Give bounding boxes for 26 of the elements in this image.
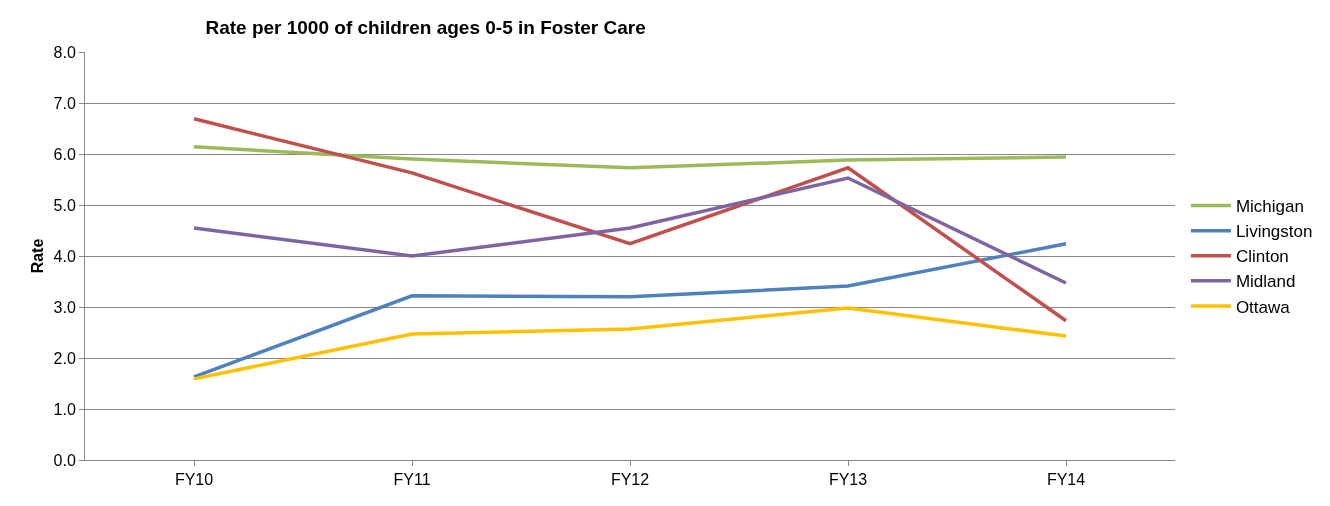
y-tick-label: 8.0 [53,43,76,61]
legend-label: Clinton [1235,247,1289,267]
x-tick-label: FY12 [610,471,650,489]
x-tick-label: FY11 [393,471,431,489]
y-tick-label: 6.0 [53,145,76,163]
y-axis-title: Rate [29,238,46,274]
line-series [192,117,1068,323]
legend-label: Livingston [1235,222,1313,242]
line-series [192,145,1068,170]
y-tick-label: 3.0 [53,298,76,316]
chart-title: Rate per 1000 of children ages 0-5 in Foster Care [205,16,646,38]
line-series [192,176,1068,285]
legend-label: Ottawa [1235,297,1291,317]
y-tick-label: 2.0 [53,349,76,367]
y-tick-label: 0.0 [53,451,76,469]
line-series [192,242,1068,379]
legend-label: Michigan [1235,197,1304,217]
y-tick-label: 4.0 [53,247,76,265]
line-series [192,306,1068,381]
y-tick-label: 7.0 [53,94,76,112]
x-tick-label: FY13 [828,471,868,489]
y-tick-label: 5.0 [53,196,76,214]
y-tick-label: 1.0 [53,400,76,418]
x-tick-label: FY10 [174,471,214,489]
x-tick-label: FY14 [1046,471,1086,489]
legend-label: Midland [1235,272,1296,292]
